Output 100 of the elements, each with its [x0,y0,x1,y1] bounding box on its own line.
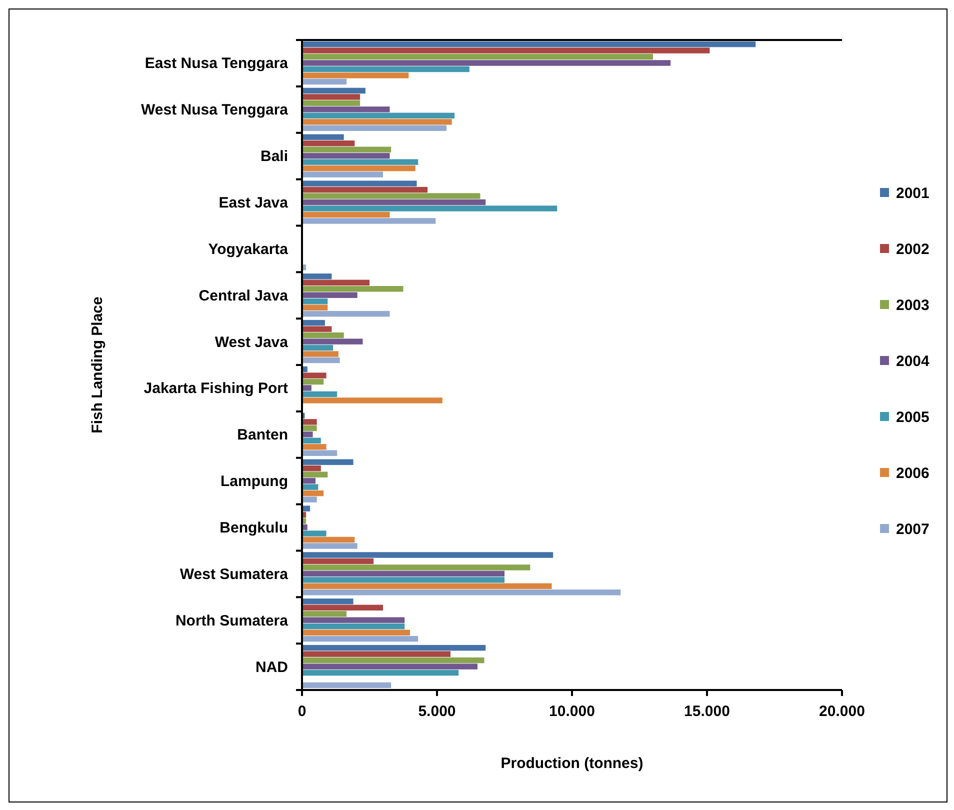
bar [302,280,370,286]
bar [302,644,486,651]
y-axis-title: Fish Landing Place [89,296,106,434]
x-axis-title: Production (tonnes) [500,755,644,772]
y-tick-label: East Java [218,194,289,212]
bar [302,636,418,642]
bar [302,112,455,118]
bar [302,604,383,611]
bar [302,657,484,664]
x-tick-label: 0 [298,703,306,720]
bar [302,140,355,146]
bar [302,536,355,543]
legend-label: 2002 [896,241,930,258]
bar [302,118,452,125]
bar [302,172,383,178]
bar [302,385,312,391]
bar [302,94,360,100]
bar [302,180,417,186]
y-tick-label: West Sumatera [180,566,289,583]
bar [302,570,504,577]
legend-label: 2006 [896,465,930,482]
bar [302,577,504,583]
bar [302,664,478,670]
bar [302,583,552,590]
bar [302,472,328,478]
bar [302,218,436,224]
bar [302,496,317,502]
bar [302,48,710,54]
bar [302,378,324,385]
bar [302,100,360,106]
bar [302,186,428,193]
bar [302,564,530,570]
x-tick-label: 15.000 [684,703,730,720]
bar [302,165,416,172]
bar [302,320,325,326]
bar [302,670,459,676]
bar [302,125,446,131]
y-tick-label: East Nusa Tenggara [144,55,289,72]
y-tick-label: Bengkulu [220,520,288,536]
bar [302,682,392,688]
bar [302,484,318,490]
y-tick-label: Yogyakarta [208,240,289,258]
bar [302,298,328,304]
bar [302,623,405,630]
legend-label: 2007 [896,521,930,538]
bar [302,274,332,280]
bar [302,72,409,78]
y-tick-label: Jakarta Fishing Port [144,380,288,398]
bar [302,651,450,657]
bar [302,617,405,623]
bar [302,465,321,472]
bar [302,444,326,450]
bar [302,398,442,404]
y-tick-label: North Sumatera [175,612,289,630]
bar [302,450,338,456]
y-tick-label: Bali [260,148,288,166]
bar [302,391,338,398]
bar [302,304,328,310]
bar [302,432,313,438]
y-tick-label: Banten [237,426,288,444]
bar [302,159,418,165]
bar [302,212,390,218]
legend-label: 2001 [896,185,930,202]
bar [302,332,344,338]
y-tick-label: Central Java [198,287,289,304]
bar [302,146,392,152]
y-tick-label: West Nusa Tenggara [141,102,289,119]
bar [302,193,480,199]
bar [302,286,404,292]
bar [302,372,326,378]
bar [302,438,321,444]
bar [302,199,486,206]
legend-label: 2004 [896,353,930,370]
bar [302,78,347,85]
bar [302,54,653,60]
bar [302,598,354,604]
bar [302,351,338,357]
bar [302,60,671,66]
legend-label: 2005 [896,409,930,426]
x-tick-label: 10.000 [549,703,595,720]
bar [302,459,354,465]
bar [302,310,390,317]
bar [302,152,390,159]
bar [302,530,326,536]
bar [302,543,358,549]
bar [302,106,390,112]
bar [302,357,340,364]
x-tick-label: 20.000 [819,703,865,720]
bar [302,292,358,298]
bar [302,506,310,512]
bar [302,134,344,140]
bar [302,88,366,94]
bar [302,425,317,432]
bar [302,552,554,558]
x-tick-label: 5.000 [418,703,456,720]
bar [302,611,347,617]
bar [302,338,363,344]
bar [302,630,410,636]
bar [302,66,470,72]
legend-label: 2003 [896,297,930,314]
